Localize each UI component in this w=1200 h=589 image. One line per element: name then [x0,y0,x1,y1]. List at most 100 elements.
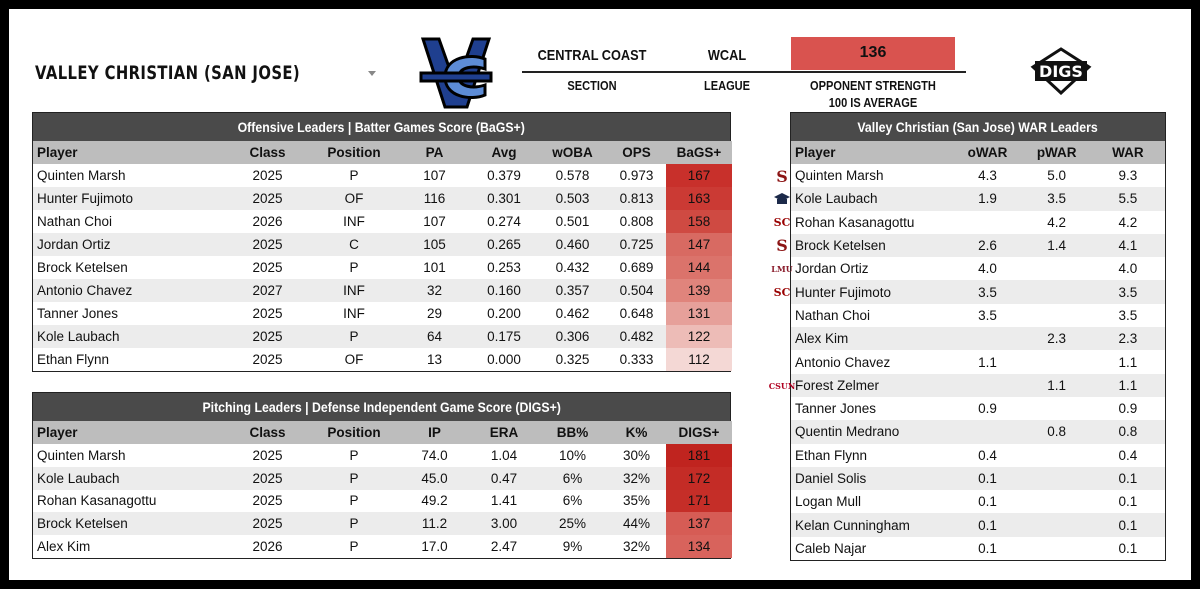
cell-class: 2025 [252,168,283,183]
column-header-pwar: pWAR [1022,141,1091,164]
cell-war: 1.1 [1118,354,1138,370]
cell-owar [952,420,1023,444]
cell-position: OF [309,187,399,210]
score-cell: 122 [666,325,732,348]
cell-pwar: 1.4 [1022,233,1091,258]
table-row: Tanner Jones 2025 INF 29 0.200 0.462 0.648 131 [33,302,732,325]
cell-pa: 105 [399,233,470,256]
score-cell: 181 [666,444,732,467]
column-header-position: Position [309,421,399,444]
cell-bb: 10% [558,447,587,463]
cell-woba: 0.306 [538,325,607,348]
cell-war: 0.1 [1118,540,1138,556]
pitching-leaders-panel: Pitching Leaders | Defense Independent G… [32,392,732,559]
table-row: Quentin Medrano 0.8 0.8 [791,420,1165,444]
table-row: Kole Laubach 1.9 3.5 5.5 [791,187,1165,211]
player-name-cell: Kole Laubach [791,187,953,211]
score-cell: 172 [666,466,732,490]
cell-pa: 101 [423,260,446,275]
lmu-logo-icon: LMU [771,260,792,278]
cell-position: P [349,260,359,275]
cell-position: INF [343,306,365,321]
column-header-bags: BaGS+ [666,141,732,164]
cell-ops: 0.725 [607,233,666,256]
cell-ops: 0.333 [619,352,654,367]
score-cell: 137 [666,512,732,536]
table-row: Nathan Choi 2026 INF 107 0.274 0.501 0.808 158 [33,210,732,233]
cell-pa: 29 [426,306,443,321]
cell-k: 32% [622,539,651,555]
player-name-cell: Kole Laubach [33,466,226,490]
cell-k: 32% [607,466,666,490]
usc-logo-icon: SC [772,214,792,232]
cell-class: 2026 [252,214,283,229]
table-row: Hunter Fujimoto 2025 OF 116 0.301 0.503 0.813 1… [33,187,732,210]
table-row: Forest Zelmer 1.1 1.1 [791,373,1165,397]
cell-ip: 49.2 [421,493,448,509]
cell-position: P [349,493,359,509]
cell-pwar [1023,537,1091,560]
player-name-cell: Quinten Marsh [37,447,126,463]
cell-era: 3.00 [470,512,538,536]
table-row: Antonio Chavez 2027 INF 32 0.160 0.357 0.504 13… [33,279,732,302]
cell-pwar: 4.2 [1047,214,1067,230]
cell-pwar [1022,466,1091,491]
cell-owar: 1.9 [952,187,1023,211]
cell-pwar [1023,397,1091,420]
cell-owar: 4.0 [978,261,997,277]
cell-war: 0.8 [1090,420,1165,444]
column-header-owar: oWAR [952,141,1023,164]
cell-class: 2025 [252,352,283,367]
player-name-cell: Tanner Jones [37,306,119,321]
cell-class: 2025 [226,187,309,210]
cell-war: 4.2 [1118,214,1138,230]
player-name-cell: Hunter Fujimoto [33,187,226,210]
cell-owar: 0.1 [952,466,1023,491]
stanford-logo-icon-text: S [776,236,788,256]
table-row: Brock Ketelsen 2.6 1.4 4.1 [791,233,1165,258]
column-header-class: Class [226,421,309,444]
table-row: Rohan Kasanagottu 2025 P 49.2 1.41 6% 35% 171 [33,489,732,513]
cell-pwar [1023,490,1091,513]
cell-pwar: 5.0 [1047,168,1067,184]
cell-position: P [349,168,359,183]
cell-position: OF [344,352,364,367]
stanford-logo-icon-text: S [776,166,788,186]
pitching-leaders-table: Player Class Position IP ERA BB% K% DIGS+ Quint… [33,421,732,558]
cell-position: P [349,447,359,463]
cell-era: 1.41 [490,493,518,509]
team-dropdown-chevron-icon[interactable] [368,71,376,76]
score-cell: 167 [666,164,732,187]
cell-woba: 0.460 [538,233,607,256]
cell-woba: 0.432 [555,260,590,275]
opponent-strength-value: 136 [859,44,887,61]
player-name-cell: Ethan Flynn [795,447,868,463]
cell-owar: 2.6 [952,233,1023,258]
table-row: Alex Kim 2026 P 17.0 2.47 9% 32% 134 [33,535,732,558]
usc-logo-icon-text: SC [773,216,791,230]
cell-ip: 74.0 [421,447,448,463]
player-name-cell: Jordan Ortiz [33,233,226,256]
player-name-cell: Brock Ketelsen [33,512,226,536]
player-name-cell: Kelan Cunningham [791,513,953,537]
column-header-digs: DIGS+ [666,421,732,444]
offensive-leaders-table: Player Class Position PA Avg wOBA OPS BaGS+ Qui… [33,141,732,371]
cell-owar: 0.9 [978,401,997,417]
cell-position: INF [309,279,399,302]
cell-avg: 0.160 [470,279,538,302]
section-label: SECTION [567,78,617,93]
cell-war: 2.3 [1090,327,1165,351]
score-cell: 139 [666,279,732,302]
column-header-war: WAR [1090,141,1165,164]
cell-pa: 13 [426,352,443,367]
cell-pwar [1023,350,1091,373]
cell-woba: 0.501 [555,214,590,229]
cell-owar [952,373,1023,397]
player-name-cell: Quentin Medrano [791,420,953,444]
player-name-cell: Ethan Flynn [37,352,110,367]
cell-ops: 0.973 [619,168,654,183]
score-cell: 163 [666,187,732,210]
cell-position: P [309,512,399,536]
usc-logo-icon-text: SC [773,285,791,299]
team-name: Valley Christian (San Jose) [35,62,301,84]
